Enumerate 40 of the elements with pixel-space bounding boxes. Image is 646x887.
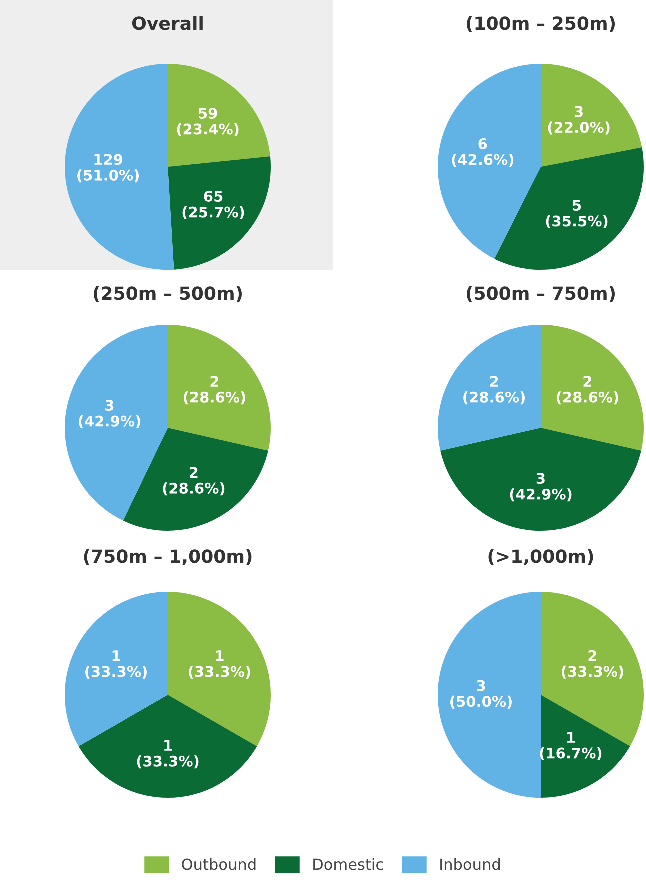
- pie-slice: [168, 156, 271, 270]
- chart-title: (250m – 500m): [94, 286, 242, 302]
- data-label: 65 (25.7%): [182, 191, 244, 220]
- data-label: 3 (42.9%): [510, 473, 572, 502]
- pie-slice: [168, 64, 270, 167]
- data-label: 2 (33.3%): [562, 650, 624, 679]
- pie-slice: [438, 325, 541, 451]
- chart-title: (>1,000m): [488, 549, 594, 566]
- pie-slice: [65, 64, 174, 270]
- data-label: 2 (28.6%): [163, 467, 225, 496]
- pie-slice: [438, 64, 541, 259]
- chart-title: (750m – 1,000m): [84, 549, 252, 566]
- data-label: 6 (42.6%): [452, 138, 514, 167]
- legend-label: Inbound: [440, 858, 500, 870]
- pie-slice: [78, 695, 258, 798]
- legend-label: Outbound: [182, 858, 256, 870]
- data-label: 3 (50.0%): [450, 680, 512, 709]
- pie-slice: [541, 695, 630, 798]
- data-label: 3 (22.0%): [548, 106, 610, 135]
- data-label: 1 (33.3%): [86, 650, 147, 679]
- pie-slice: [168, 325, 271, 451]
- pie-slice: [541, 325, 644, 451]
- data-label: 59 (23.4%): [177, 108, 239, 136]
- data-label: 3 (42.9%): [79, 400, 140, 429]
- pie-slice: [438, 592, 541, 798]
- data-label: 2 (28.6%): [184, 376, 246, 405]
- chart-title: (500m – 750m): [467, 286, 616, 302]
- chart-title: Overall: [132, 16, 203, 30]
- data-label: 5 (35.5%): [546, 200, 608, 229]
- legend-label: Domestic: [314, 858, 384, 870]
- pie-slice: [440, 428, 642, 531]
- data-label: 129 (51.0%): [78, 154, 139, 183]
- data-label: 2 (28.6%): [464, 376, 525, 405]
- chart-title: (100m – 250m): [467, 16, 616, 32]
- pie-slice: [123, 428, 268, 531]
- data-label: 2 (28.6%): [557, 376, 618, 405]
- data-label: 1 (33.3%): [137, 740, 199, 769]
- data-label: 1 (33.3%): [189, 650, 250, 679]
- pie-slice: [541, 592, 644, 746]
- pie-slice: [541, 64, 642, 167]
